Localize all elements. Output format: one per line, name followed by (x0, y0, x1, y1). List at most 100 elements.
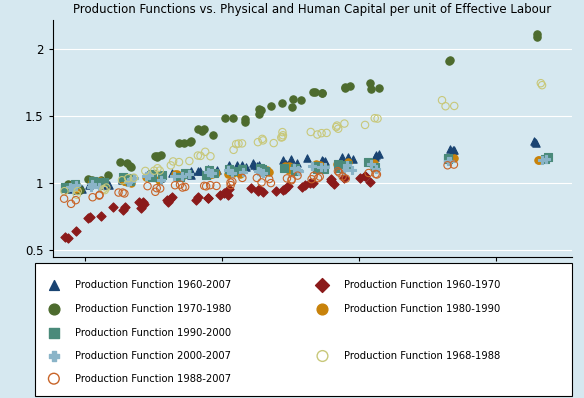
Point (450, 103, 459, 109)
Point (152, 152, 162, 159)
Point (120, 177, 130, 183)
Point (318, 158, 328, 164)
Point (240, 119, 249, 125)
X-axis label: Physical and Human Capital per unit of Effective Labour: Physical and Human Capital per unit of E… (147, 284, 478, 297)
Point (49, 306, 58, 312)
Point (180, 184, 190, 190)
Point (239, 169, 248, 175)
Point (60, 188, 69, 194)
Point (95, 179, 105, 185)
Point (533, 33, 542, 40)
Point (289, 165, 298, 171)
Point (366, 86, 376, 92)
Point (258, 170, 267, 177)
Point (88, 194, 98, 201)
Point (281, 161, 290, 167)
Point (308, 180, 317, 187)
Point (72, 182, 81, 188)
Point (253, 168, 263, 174)
Point (322, 130, 331, 136)
Point (531, 140, 540, 146)
Point (102, 184, 111, 191)
FancyBboxPatch shape (35, 263, 572, 396)
Point (100, 187, 109, 193)
Point (206, 182, 215, 188)
Point (309, 88, 318, 95)
Point (117, 176, 127, 182)
Point (60, 183, 69, 190)
Text: Production Function 1970-1980: Production Function 1970-1980 (75, 304, 232, 314)
Point (126, 178, 135, 184)
Point (332, 124, 341, 130)
Point (347, 166, 357, 173)
Point (174, 140, 183, 146)
Point (255, 162, 264, 168)
Point (69, 182, 78, 188)
Point (95, 192, 105, 198)
Point (157, 177, 166, 183)
Point (199, 125, 208, 132)
Point (99, 181, 108, 188)
Point (280, 163, 290, 170)
Point (153, 165, 162, 172)
Point (87, 180, 96, 187)
Point (99, 179, 109, 185)
Point (449, 155, 458, 161)
Point (370, 154, 380, 160)
Point (441, 103, 450, 109)
Point (226, 182, 235, 188)
Point (373, 115, 382, 122)
Point (277, 100, 286, 106)
Point (142, 171, 152, 178)
Point (308, 163, 317, 169)
Point (249, 160, 258, 166)
Point (157, 172, 166, 178)
Point (333, 168, 343, 174)
Point (118, 174, 127, 181)
Point (187, 137, 196, 144)
Point (262, 167, 271, 173)
Point (530, 137, 539, 144)
Point (256, 107, 265, 113)
Text: Production Function 1960-2007: Production Function 1960-2007 (75, 280, 232, 291)
Point (313, 164, 322, 171)
Point (122, 178, 131, 184)
Point (179, 140, 189, 146)
Point (120, 190, 129, 197)
Point (343, 162, 352, 168)
Point (212, 183, 221, 189)
Point (178, 173, 187, 179)
Point (61, 185, 70, 192)
Point (88, 178, 98, 184)
Point (84, 176, 93, 182)
Point (196, 168, 205, 174)
Point (232, 162, 242, 168)
Point (237, 140, 246, 146)
Point (164, 199, 173, 205)
Point (203, 195, 213, 201)
Point (269, 140, 279, 146)
Point (367, 161, 376, 168)
Point (363, 159, 373, 165)
Point (443, 156, 453, 162)
Point (96, 213, 105, 219)
Point (177, 173, 186, 179)
Point (211, 170, 221, 176)
Point (167, 194, 176, 200)
Point (335, 170, 344, 176)
Point (86, 183, 96, 190)
Point (72, 186, 81, 193)
Point (129, 175, 138, 181)
Point (185, 139, 194, 146)
Point (67, 183, 77, 190)
Point (157, 175, 166, 181)
Point (155, 174, 165, 181)
Point (229, 146, 238, 153)
Point (285, 163, 294, 170)
Point (340, 84, 350, 90)
Point (360, 122, 370, 128)
Point (49, 353, 58, 359)
Point (123, 175, 133, 181)
Point (284, 166, 294, 173)
Point (343, 154, 353, 160)
